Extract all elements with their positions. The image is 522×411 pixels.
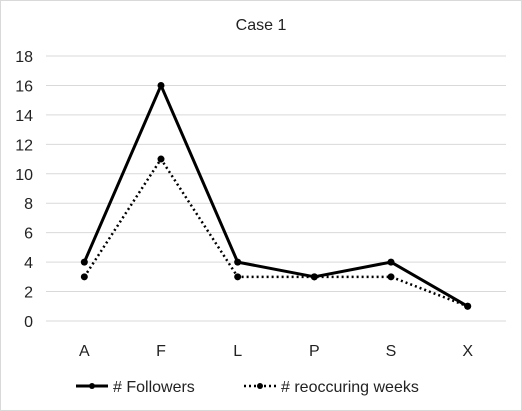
legend-label-1: # Followers	[113, 379, 195, 396]
data-point-series-1	[464, 302, 472, 310]
y-tick-label: 18	[15, 49, 33, 66]
data-point-series-2	[387, 273, 395, 281]
y-tick-label: 2	[24, 285, 33, 302]
y-tick-label: 14	[15, 108, 33, 125]
legend: # Followers # reoccuring weeks	[76, 379, 419, 396]
chart-title: Case 1	[236, 17, 287, 34]
x-tick-label: S	[386, 343, 397, 360]
data-point-series-2	[234, 273, 242, 281]
legend-marker-1	[89, 383, 95, 389]
x-tick-label: F	[156, 343, 166, 360]
data-point-series-2	[80, 273, 88, 281]
y-tick-label: 0	[24, 314, 33, 331]
y-tick-label: 4	[24, 255, 33, 272]
x-tick-label: P	[309, 343, 320, 360]
series-lines	[80, 81, 472, 310]
y-axis-tick-labels: 0 2 4 6 8 10 12 14 16 18	[15, 49, 33, 331]
x-tick-label: L	[233, 343, 242, 360]
y-tick-label: 8	[24, 196, 33, 213]
data-point-series-1	[234, 258, 242, 266]
legend-label-2: # reoccuring weeks	[281, 379, 419, 396]
data-point-series-1	[310, 273, 318, 281]
data-point-series-1	[80, 258, 88, 266]
data-point-series-1	[387, 258, 395, 266]
series-line-1	[82, 83, 469, 308]
data-point-series-2	[157, 155, 165, 163]
y-tick-label: 6	[24, 226, 33, 243]
x-tick-label: A	[79, 343, 90, 360]
data-point-series-1	[157, 81, 165, 89]
legend-marker-2	[257, 383, 263, 389]
y-tick-label: 16	[15, 78, 33, 95]
y-tick-label: 10	[15, 167, 33, 184]
x-tick-label: X	[462, 343, 473, 360]
y-tick-label: 12	[15, 137, 33, 154]
